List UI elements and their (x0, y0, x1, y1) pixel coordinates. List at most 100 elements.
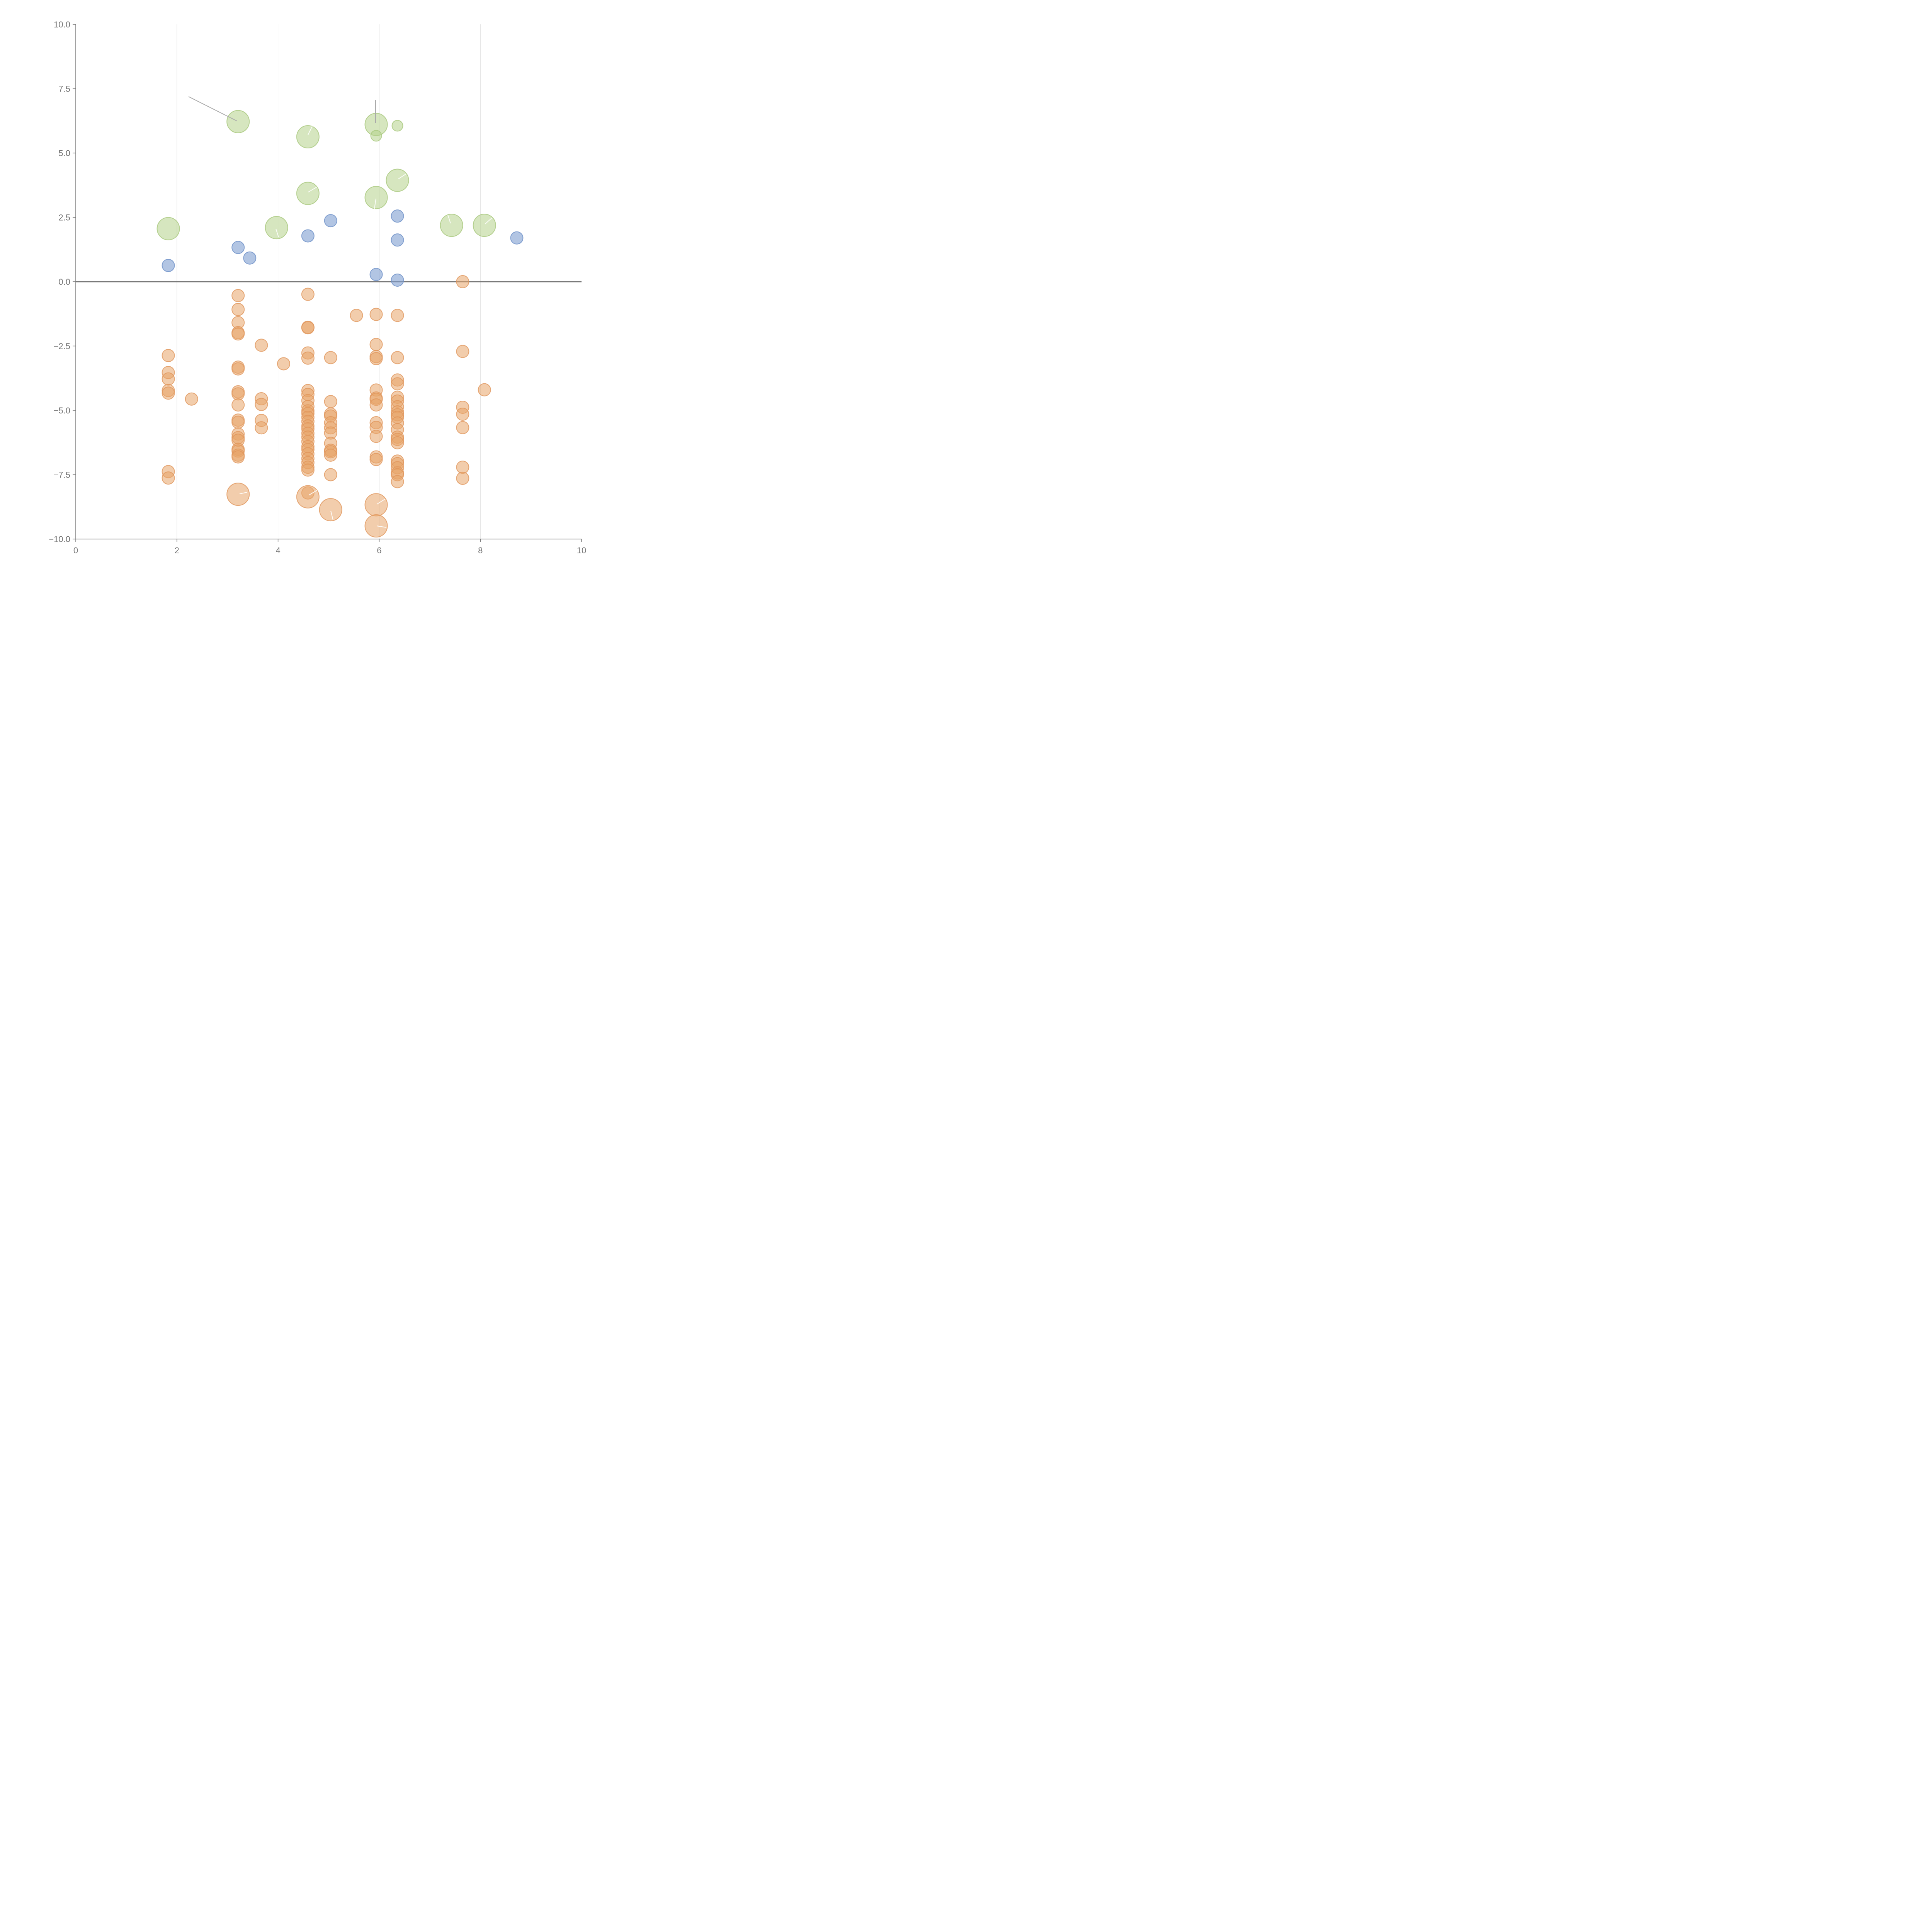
leader-line (330, 510, 333, 520)
green-bubble (226, 110, 250, 133)
orange-bubble (277, 357, 290, 371)
blue-bubble (391, 209, 404, 223)
orange-bubble (456, 275, 469, 288)
blue-bubble (391, 274, 404, 287)
leader-line (309, 490, 317, 495)
green-bubble (296, 182, 320, 205)
leader-line (376, 526, 387, 528)
orange-bubble (301, 287, 315, 301)
x-tick-label: 8 (478, 546, 483, 555)
blue-bubble (391, 233, 404, 247)
y-tick-label: −2.5 (54, 342, 70, 351)
y-tick-label: 5.0 (58, 148, 70, 158)
orange-bubble (391, 377, 404, 391)
orange-bubble (162, 372, 175, 386)
leader-line (447, 214, 451, 224)
green-bubble (473, 214, 496, 237)
y-axis-ticks: 10.0 7.5 5.0 2.5 0.0 −2.5 −5.0 −7.5 −10.0 (49, 20, 76, 544)
green-bubble (370, 130, 382, 142)
orange-bubble (231, 450, 245, 464)
orange-bubble (369, 352, 383, 366)
orange-bubble (369, 430, 383, 443)
y-tick-label: 10.0 (54, 20, 70, 29)
x-tick-label: 2 (175, 546, 179, 555)
orange-bubble (350, 309, 363, 322)
orange-bubble (391, 475, 404, 488)
orange-bubble (162, 471, 175, 485)
orange-bubble (231, 289, 245, 302)
leader-line (188, 96, 237, 121)
leader-line (239, 492, 248, 494)
y-tick-label: 0.0 (58, 277, 70, 287)
blue-bubble (231, 241, 245, 254)
orange-bubble (296, 485, 320, 509)
blue-bubble (324, 214, 337, 228)
orange-bubble (231, 387, 245, 401)
scatter-chart: 0 2 4 6 8 10 10.0 7.5 5.0 2.5 0.0 −2.5 −5.0 −7.5 −10.… (49, 20, 586, 555)
blue-bubble (243, 251, 257, 265)
leader-line (398, 173, 406, 179)
orange-bubble (456, 345, 469, 358)
x-axis-ticks: 0 2 4 6 8 10 (73, 539, 586, 555)
orange-bubble (324, 395, 337, 408)
leader-line (376, 499, 385, 505)
orange-bubble (231, 398, 245, 412)
orange-bubble (162, 386, 175, 400)
orange-bubble (255, 338, 268, 352)
green-bubble (265, 216, 288, 240)
orange-bubble (301, 463, 315, 477)
orange-bubble (456, 407, 469, 421)
orange-bubble (324, 468, 337, 481)
orange-bubble (231, 415, 245, 429)
orange-bubble (364, 514, 388, 538)
x-tick-label: 10 (577, 546, 586, 555)
leader-line (308, 126, 313, 135)
orange-bubble (226, 483, 250, 506)
x-tick-label: 6 (377, 546, 381, 555)
orange-bubble (391, 351, 404, 364)
leader-lines (188, 96, 492, 528)
leader-line (276, 228, 279, 238)
orange-bubble (231, 303, 245, 316)
y-tick-label: −5.0 (54, 406, 70, 415)
orange-bubble (319, 498, 342, 522)
orange-bubble (301, 351, 315, 365)
blue-bubble (162, 259, 175, 272)
y-tick-label: 2.5 (58, 213, 70, 223)
orange-bubble (369, 453, 383, 466)
leader-line (485, 218, 492, 224)
leader-line (308, 187, 317, 192)
orange-bubble (231, 362, 245, 376)
x-tick-label: 0 (73, 546, 78, 555)
green-bubble (440, 214, 463, 237)
orange-bubble (456, 471, 469, 485)
orange-bubble (324, 351, 337, 364)
y-tick-label: 7.5 (58, 84, 70, 94)
bubbles (156, 110, 524, 538)
orange-bubble (255, 421, 268, 435)
green-bubble (391, 120, 403, 132)
orange-bubble (301, 321, 315, 335)
orange-bubble (391, 436, 404, 449)
orange-bubble (255, 398, 268, 411)
orange-bubble (364, 493, 388, 517)
blue-bubble (301, 229, 315, 243)
orange-bubble (231, 327, 245, 341)
blue-bubble (369, 268, 383, 281)
orange-bubble (185, 392, 198, 406)
orange-bubble (478, 383, 491, 396)
orange-bubble (456, 421, 469, 434)
leader-line (374, 198, 376, 209)
green-bubble (364, 186, 388, 209)
green-bubble (156, 217, 180, 240)
y-tick-label: −10.0 (49, 534, 70, 544)
y-tick-label: −7.5 (54, 470, 70, 480)
orange-bubble (369, 338, 383, 351)
blue-bubble (510, 231, 524, 245)
green-bubble (296, 125, 320, 149)
orange-bubble (456, 461, 469, 474)
orange-bubble (162, 349, 175, 362)
green-bubble (386, 168, 409, 192)
orange-bubble (324, 448, 337, 462)
orange-bubble (391, 309, 404, 322)
